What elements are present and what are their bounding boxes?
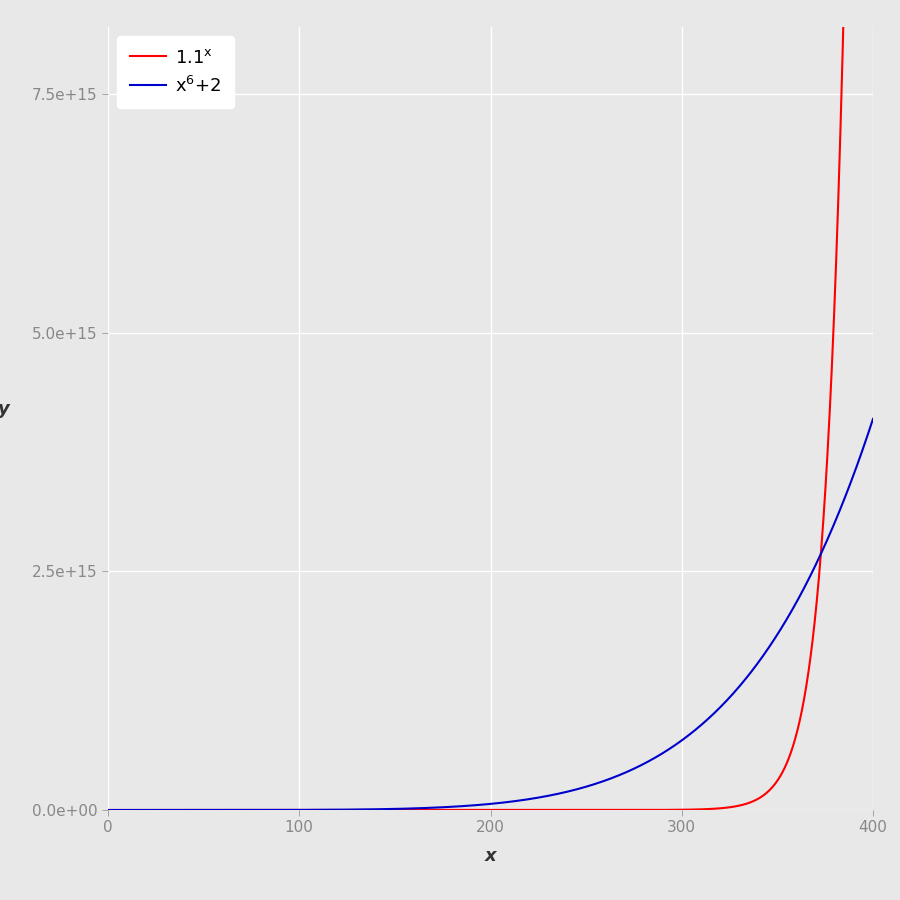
Y-axis label: y: y xyxy=(0,400,10,418)
X-axis label: x: x xyxy=(485,847,496,865)
Legend: $\mathdefault{1.1}^{\mathdefault{x}}$, $\mathdefault{x}^{\mathdefault{6}}\mathde: $\mathdefault{1.1}^{\mathdefault{x}}$, $… xyxy=(117,36,234,108)
